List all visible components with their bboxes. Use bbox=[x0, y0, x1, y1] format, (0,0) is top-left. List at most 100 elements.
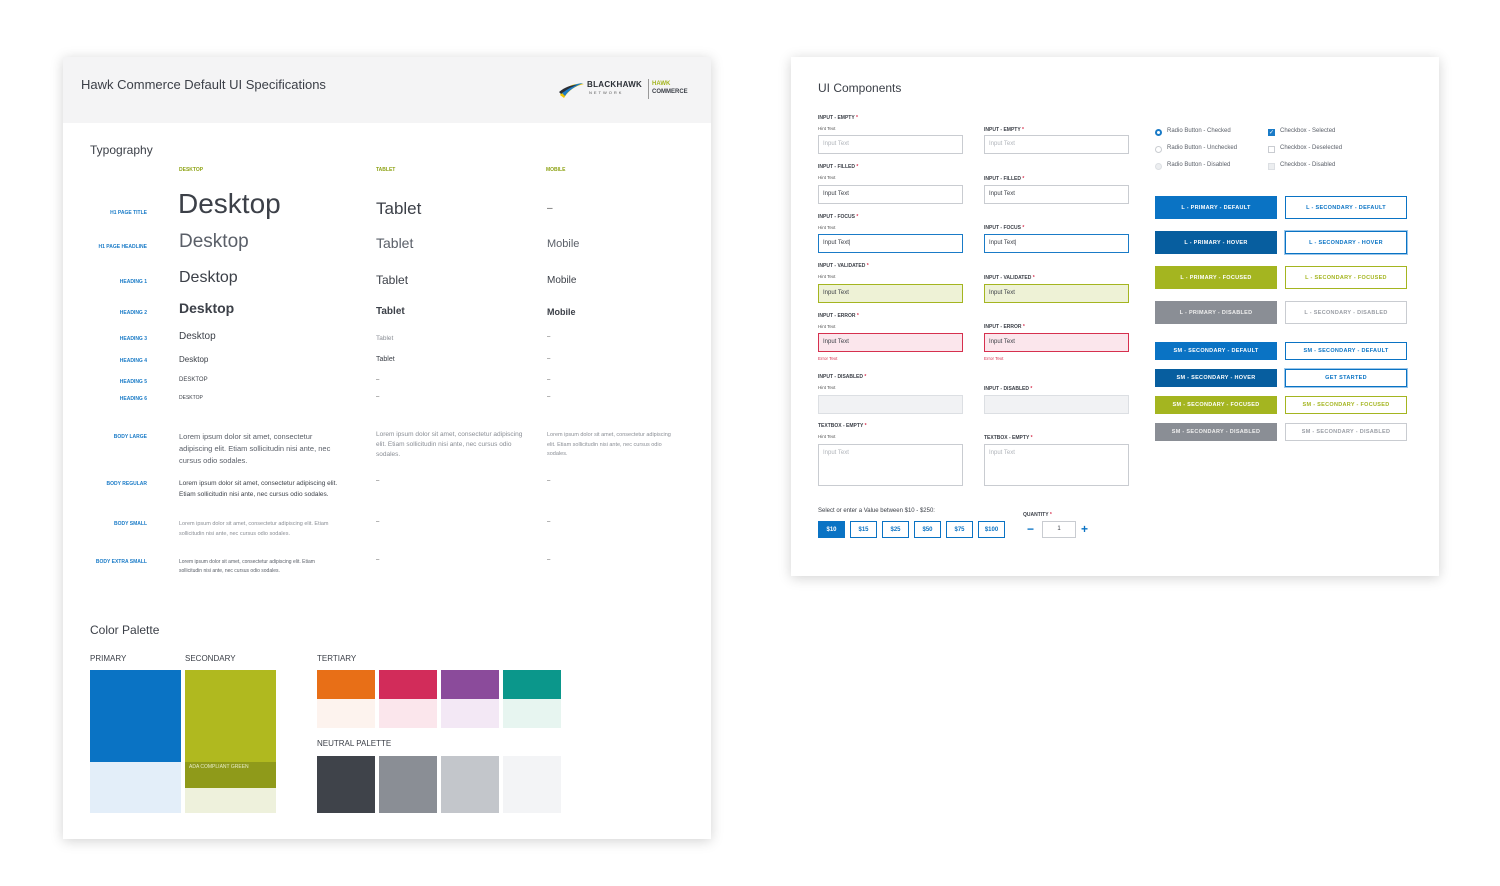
type-label-heading-2: HEADING 2 bbox=[119, 310, 147, 316]
sample-heading-1-tablet: Tablet bbox=[376, 273, 409, 287]
logo-brand: BLACKHAWK bbox=[587, 80, 643, 89]
input-filled-label: INPUT - FILLED * bbox=[818, 164, 859, 170]
sample-heading-2-tablet: Tablet bbox=[376, 306, 405, 317]
sample-h1-headline-mobile: Mobile bbox=[547, 238, 580, 250]
button-l-secondary-default[interactable]: L - SECONDARY - DEFAULT bbox=[1285, 196, 1407, 219]
palette-neutral-label: NEUTRAL PALETTE bbox=[317, 739, 392, 748]
sample-body-large-tablet: Lorem ipsum dolor sit amet, consectetur … bbox=[376, 431, 523, 458]
typography-title: Typography bbox=[90, 143, 153, 157]
button-l-secondary-disabled: L - SECONDARY - DISABLED bbox=[1285, 301, 1407, 324]
swatch-tertiary-purple bbox=[441, 670, 499, 699]
sample-heading-3-desktop: Desktop bbox=[179, 331, 216, 342]
button-sm-focused[interactable]: SM - SECONDARY - FOCUSED bbox=[1155, 396, 1277, 414]
hawk-swoosh-icon bbox=[559, 83, 584, 98]
button-sm-secondary-default[interactable]: SM - SECONDARY - DEFAULT bbox=[1285, 342, 1407, 360]
sample-body-regular-desktop: Lorem ipsum dolor sit amet, consectetur … bbox=[179, 480, 338, 498]
type-label-heading-5: HEADING 5 bbox=[119, 379, 147, 385]
sample-heading-5-mobile: – bbox=[547, 377, 551, 383]
spec-card: Hawk Commerce Default UI Specifications … bbox=[63, 57, 711, 839]
checkbox-selected-label: Checkbox - Selected bbox=[1280, 128, 1336, 134]
input-empty-field[interactable]: Input Text bbox=[818, 135, 963, 154]
type-label-body-large: BODY LARGE bbox=[113, 434, 147, 440]
sample-h1-headline-tablet: Tablet bbox=[376, 235, 414, 251]
checkbox-deselected[interactable] bbox=[1268, 146, 1275, 153]
amount-option-15[interactable]: $15 bbox=[850, 521, 877, 538]
input-disabled-hint: Hint Text bbox=[818, 385, 836, 390]
swatch-secondary-light bbox=[185, 788, 276, 813]
sample-heading-5-desktop: DESKTOP bbox=[179, 377, 208, 383]
spec-header: Hawk Commerce Default UI Specifications … bbox=[63, 57, 711, 123]
sample-heading-4-desktop: Desktop bbox=[179, 355, 209, 364]
col-head-mobile: MOBILE bbox=[546, 167, 566, 173]
sample-heading-3-tablet: Tablet bbox=[376, 335, 394, 342]
input-filled-label-2: INPUT - FILLED * bbox=[984, 176, 1025, 182]
input-filled-field[interactable]: Input Text bbox=[818, 185, 963, 204]
input-error-label-2: INPUT - ERROR * bbox=[984, 324, 1025, 330]
button-l-secondary-hover[interactable]: L - SECONDARY - HOVER bbox=[1285, 231, 1407, 254]
amount-label: Select or enter a Value between $10 - $2… bbox=[818, 508, 935, 514]
input-validated-label: INPUT - VALIDATED * bbox=[818, 263, 869, 269]
swatch-neutral-light bbox=[441, 756, 499, 813]
swatch-tertiary-orange-light bbox=[317, 699, 375, 728]
amount-option-75[interactable]: $75 bbox=[946, 521, 973, 538]
input-filled-hint: Hint Text bbox=[818, 175, 836, 180]
palette-secondary-label: SECONDARY bbox=[185, 654, 236, 663]
get-started-button[interactable]: GET STARTED bbox=[1285, 369, 1407, 387]
textbox-empty-field-2[interactable]: Input Text bbox=[984, 444, 1129, 486]
swatch-tertiary-teal bbox=[503, 670, 561, 699]
button-l-primary-hover[interactable]: L - PRIMARY - HOVER bbox=[1155, 231, 1277, 254]
textbox-empty-label: TEXTBOX - EMPTY * bbox=[818, 423, 867, 429]
button-l-secondary-focused[interactable]: L - SECONDARY - FOCUSED bbox=[1285, 266, 1407, 289]
textbox-empty-hint: Hint Text bbox=[818, 434, 836, 439]
sample-heading-6-mobile: – bbox=[547, 394, 551, 400]
input-filled-field-2[interactable]: Input Text bbox=[984, 185, 1129, 204]
amount-option-10[interactable]: $10 bbox=[818, 521, 845, 538]
input-validated-hint: Hint Text bbox=[818, 274, 836, 279]
checkbox-deselected-label: Checkbox - Deselected bbox=[1280, 145, 1343, 151]
input-empty-hint: Hint Text bbox=[818, 126, 836, 131]
button-sm-hover[interactable]: SM - SECONDARY - HOVER bbox=[1155, 369, 1277, 387]
quantity-minus-button[interactable]: − bbox=[1027, 522, 1035, 536]
type-label-heading-3: HEADING 3 bbox=[119, 336, 147, 342]
radio-disabled-label: Radio Button - Disabled bbox=[1167, 162, 1231, 168]
sample-body-small-desktop: Lorem ipsum dolor sit amet, consectetur … bbox=[179, 521, 329, 537]
radio-checked[interactable] bbox=[1155, 129, 1162, 136]
type-label-heading-4: HEADING 4 bbox=[119, 358, 147, 364]
textbox-empty-field[interactable]: Input Text bbox=[818, 444, 963, 486]
amount-option-25[interactable]: $25 bbox=[882, 521, 909, 538]
input-focus-field-2[interactable]: Input Text| bbox=[984, 234, 1129, 253]
input-disabled-field-2 bbox=[984, 395, 1129, 414]
type-label-heading-1: HEADING 1 bbox=[119, 279, 147, 285]
amount-option-50[interactable]: $50 bbox=[914, 521, 941, 538]
button-sm-secondary-focused[interactable]: SM - SECONDARY - FOCUSED bbox=[1285, 396, 1407, 414]
button-l-primary-focused[interactable]: L - PRIMARY - FOCUSED bbox=[1155, 266, 1277, 289]
checkbox-disabled-label: Checkbox - Disabled bbox=[1280, 162, 1336, 168]
button-sm-secondary-disabled: SM - SECONDARY - DISABLED bbox=[1285, 423, 1407, 441]
quantity-plus-button[interactable]: + bbox=[1081, 522, 1089, 536]
radio-checked-label: Radio Button - Checked bbox=[1167, 128, 1231, 134]
button-sm-default[interactable]: SM - SECONDARY - DEFAULT bbox=[1155, 342, 1277, 360]
sample-h1-headline-desktop: Desktop bbox=[179, 231, 249, 252]
input-error-field-2[interactable]: Input Text bbox=[984, 333, 1129, 352]
input-validated-field-2[interactable]: Input Text bbox=[984, 284, 1129, 303]
amount-option-100[interactable]: $100 bbox=[978, 521, 1005, 538]
input-empty-field-2[interactable]: Input Text bbox=[984, 135, 1129, 154]
button-l-primary-default[interactable]: L - PRIMARY - DEFAULT bbox=[1155, 196, 1277, 219]
quantity-input[interactable]: 1 bbox=[1042, 521, 1076, 538]
sample-heading-5-tablet: – bbox=[376, 377, 380, 383]
swatch-secondary bbox=[185, 670, 276, 762]
swatch-neutral-dark bbox=[317, 756, 375, 813]
quantity-label: QUANTITY * bbox=[1023, 512, 1052, 518]
sample-body-extra-small-tablet: – bbox=[376, 557, 380, 563]
swatch-tertiary-orange bbox=[317, 670, 375, 699]
radio-unchecked[interactable] bbox=[1155, 146, 1162, 153]
radio-disabled bbox=[1155, 163, 1162, 170]
input-validated-field[interactable]: Input Text bbox=[818, 284, 963, 303]
logo-product-line2: COMMERCE bbox=[652, 89, 688, 95]
swatch-primary bbox=[90, 670, 181, 762]
checkbox-disabled bbox=[1268, 163, 1275, 170]
input-disabled-label-2: INPUT - DISABLED * bbox=[984, 386, 1033, 392]
input-error-field[interactable]: Input Text bbox=[818, 333, 963, 352]
input-focus-field[interactable]: Input Text| bbox=[818, 234, 963, 253]
checkbox-selected[interactable]: ✓ bbox=[1268, 129, 1275, 136]
